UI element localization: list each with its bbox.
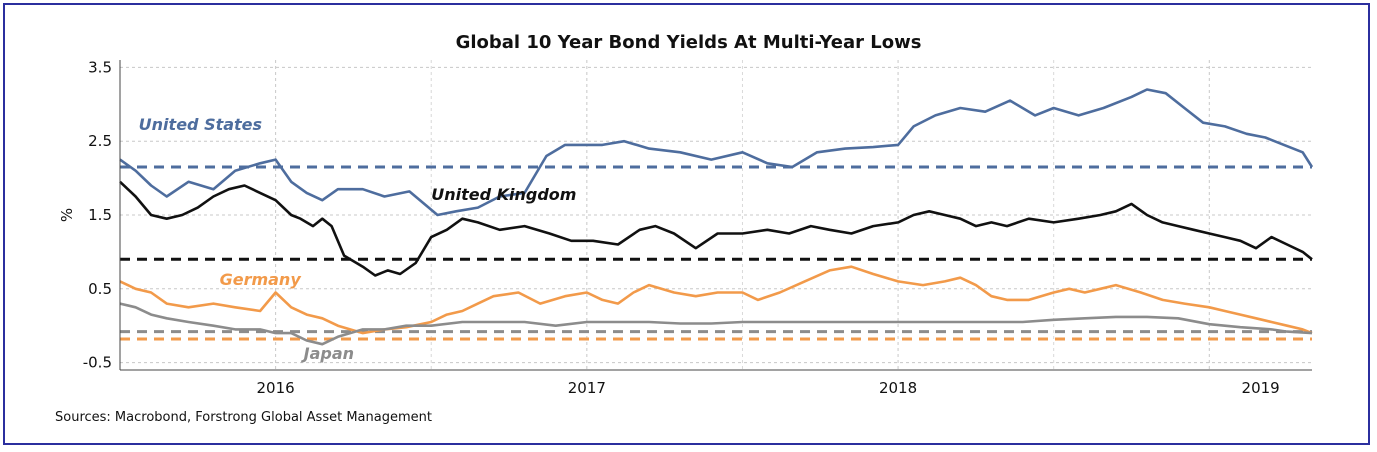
series-label-japan: Japan — [301, 344, 354, 363]
series-line-japan — [119, 302, 1313, 346]
series-lines — [119, 88, 1314, 346]
y-tick-label: -0.5 — [83, 354, 112, 372]
chart-source: Sources: Macrobond, Forstrong Global Ass… — [55, 410, 432, 425]
y-axis-label: % — [58, 208, 76, 222]
x-tick-label: 2017 — [568, 379, 606, 397]
series-label-united-states: United States — [139, 115, 262, 134]
grid-lines — [120, 60, 1312, 370]
x-tick-label: 2016 — [257, 379, 295, 397]
x-tick-label: 2018 — [879, 379, 917, 397]
series-label-germany: Germany — [220, 270, 302, 289]
chart-title: Global 10 Year Bond Yields At Multi-Year… — [455, 32, 922, 53]
series-labels: United States United Kingdom Germany Japan — [139, 115, 577, 363]
series-line-germany — [119, 265, 1313, 335]
y-tick-label: 1.5 — [88, 206, 112, 224]
axes: 3.5 2.5 1.5 0.5 -0.5 2016 2017 2018 2019% — [58, 58, 1312, 397]
series-line-united-states — [119, 88, 1314, 217]
y-tick-label: 3.5 — [88, 58, 112, 76]
current-level-lines — [120, 165, 1312, 341]
y-tick-label: 2.5 — [88, 132, 112, 150]
series-line-united-kingdom — [119, 180, 1313, 277]
series-label-united-kingdom: United Kingdom — [431, 185, 576, 204]
x-tick-label: 2019 — [1242, 379, 1280, 397]
y-tick-label: 0.5 — [88, 280, 112, 298]
chart-frame — [3, 3, 1370, 445]
